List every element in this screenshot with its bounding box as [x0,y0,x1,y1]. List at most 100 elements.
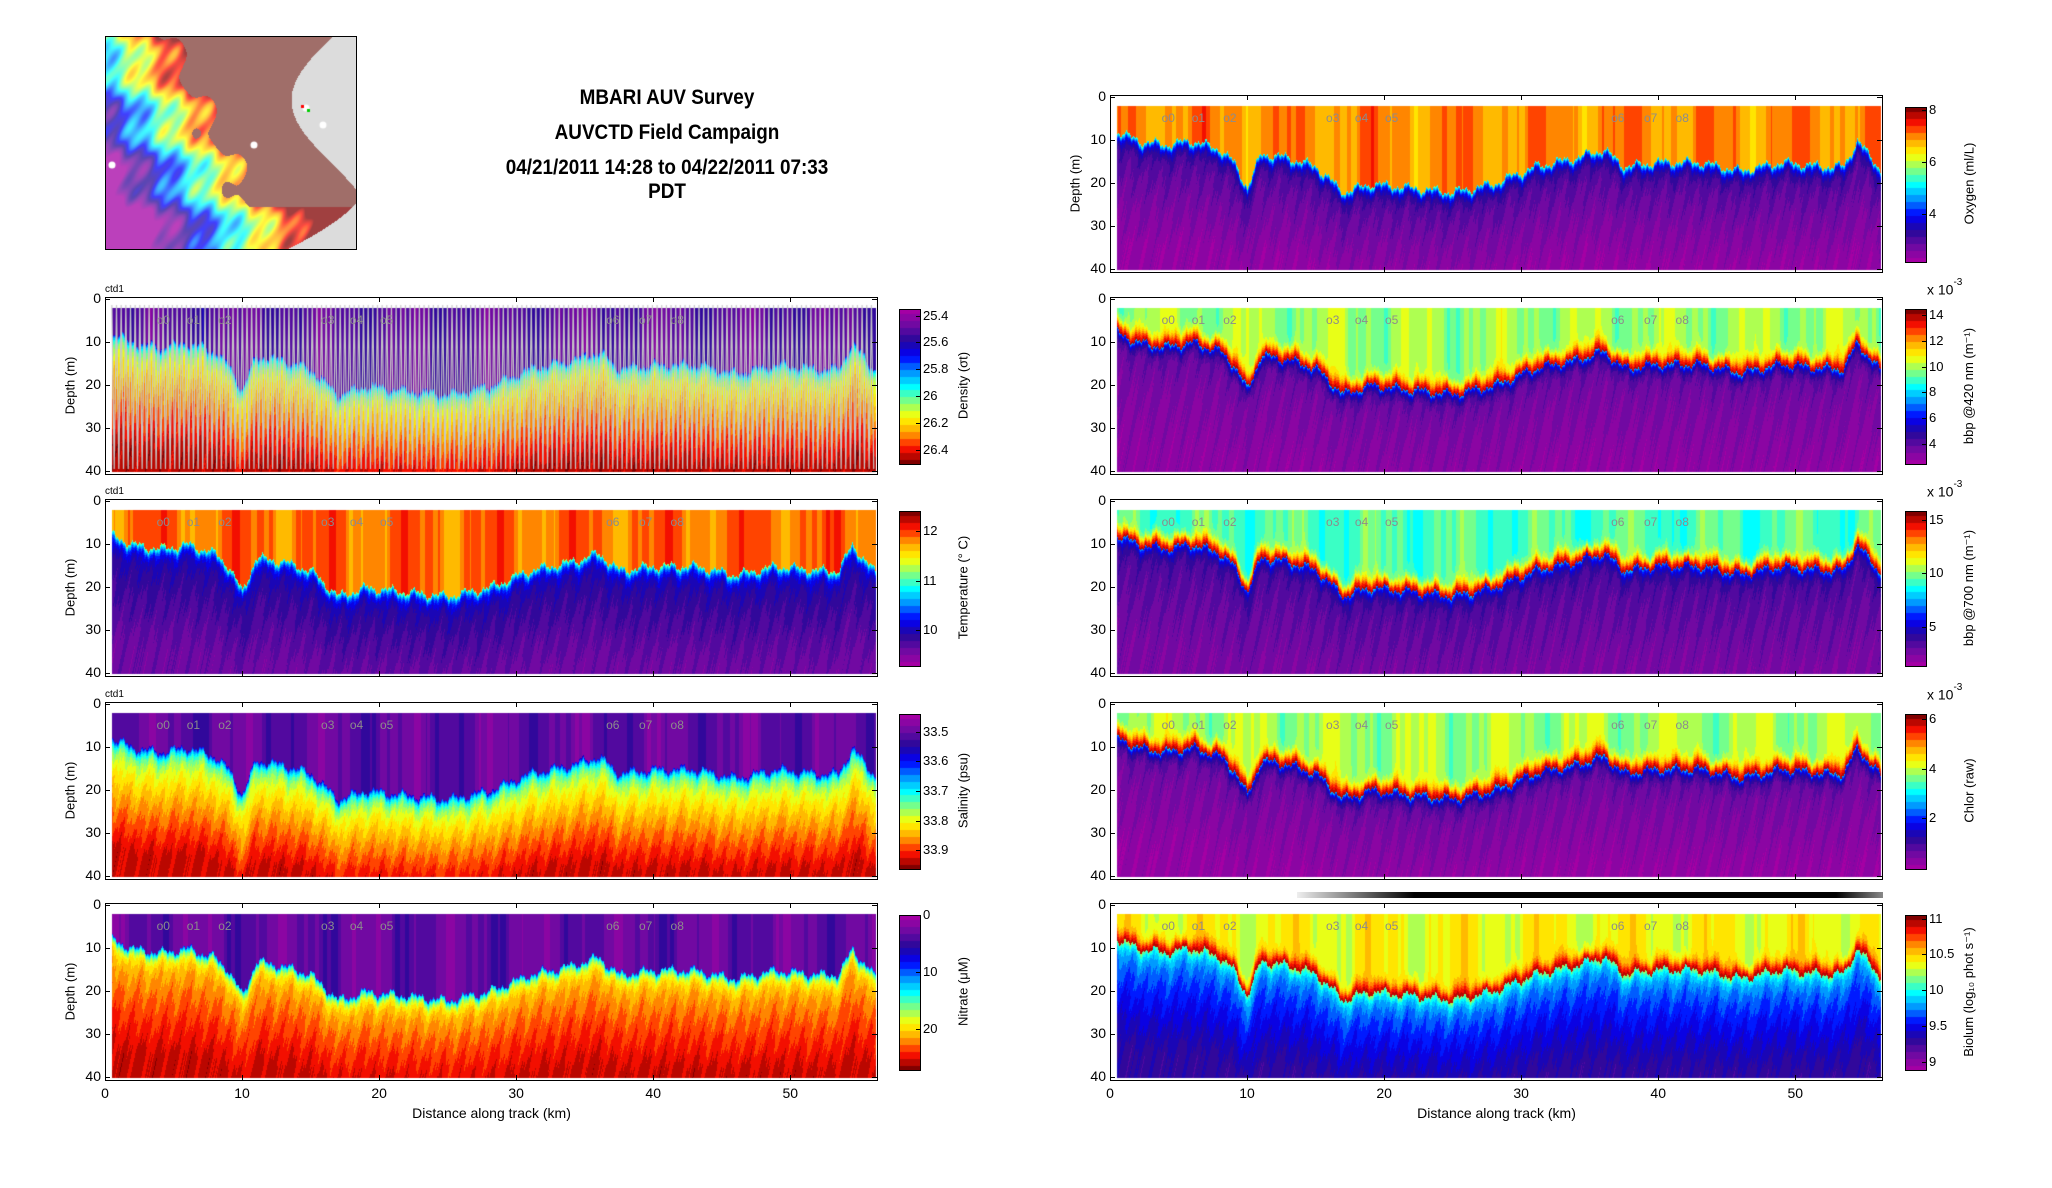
y-tick-mark [105,704,110,705]
x-tick-mark [1795,95,1797,100]
x-tick-mark [1247,874,1249,879]
nitrate-plot-frame [105,903,878,1081]
station-label: o5 [379,514,394,529]
x-tick-mark [653,874,655,879]
y-tick-mark [105,299,110,300]
y-tick-label: 40 [1090,867,1106,883]
salinity-plot-frame [105,702,878,880]
colorbar-tick-label: 5 [1929,619,1937,635]
station-label: o2 [1223,717,1237,732]
y-tick-mark [872,833,877,834]
y-tick-mark [1110,183,1115,184]
colorbar-tick-label: 2 [1929,810,1937,826]
y-tick-label: 10 [1090,738,1106,754]
station-label: o6 [1611,514,1625,529]
y-tick-mark [872,747,877,748]
x-tick-mark [1658,95,1660,100]
y-tick-label: 0 [1098,695,1106,711]
y-tick-mark [1110,226,1115,227]
station-label: o5 [379,312,394,327]
oxygen-colorbar-label: Oxygen (ml/L) [1961,142,1977,225]
y-tick-mark [872,876,877,877]
x-tick-mark [1384,874,1386,879]
biolum-plot-frame [1110,903,1883,1081]
exponent-prefix: x 10 [1927,281,1954,298]
x-tick-mark [1795,297,1797,302]
x-tick-label: 50 [782,1085,799,1101]
y-tick-mark [872,673,877,674]
y-tick-mark [1877,948,1882,949]
y-tick-label: 40 [1090,462,1106,478]
x-tick-mark [516,702,518,707]
station-label: o6 [1611,918,1625,933]
y-tick-label: 40 [85,867,101,883]
y-tick-label: 20 [85,781,101,797]
colorbar-tick-mark [1922,1061,1926,1063]
y-tick-label: 10 [85,535,101,551]
station-label: o8 [670,514,684,529]
station-label: o8 [1675,717,1689,732]
colorbar-exponent: x 10-3 [1927,277,1962,298]
y-tick-mark [1877,876,1882,877]
colorbar-tick-label: 9.5 [1929,1018,1948,1034]
y-tick-label: 40 [1090,260,1106,276]
station-label: o8 [1675,918,1689,933]
y-tick-mark [1877,299,1882,300]
colorbar-tick-mark [916,630,920,632]
x-tick-mark [1658,874,1660,879]
y-tick-label: 10 [85,939,101,955]
x-tick-label: 20 [371,1085,387,1101]
y-tick-label: 10 [85,333,101,349]
colorbar-tick-label: 33.7 [923,783,949,798]
station-label: o0 [1161,514,1175,529]
colorbar-tick-label: 4 [1929,206,1937,222]
station-label: o7 [639,514,653,529]
x-tick-mark [1795,903,1797,908]
y-tick-mark [872,1077,877,1078]
colorbar-tick-mark [916,422,920,424]
y-tick-mark [1877,97,1882,98]
station-label: o1 [1191,717,1206,732]
nitrate-colorbar [899,915,921,1071]
salinity-colorbar [899,714,921,870]
y-tick-label: 20 [85,982,101,998]
colorbar-exponent: x 10-3 [1927,682,1962,703]
chlor-colorbar [1905,714,1927,870]
exponent-prefix: x 10 [1927,686,1954,703]
y-tick-mark [1877,630,1882,631]
y-tick-mark [1110,1077,1115,1078]
colorbar-tick-label: 0 [923,907,931,922]
y-tick-mark [1110,299,1115,300]
colorbar-tick-mark [1922,990,1926,992]
chlor-colorbar-label: Chlor (raw) [1961,758,1977,823]
x-tick-mark [1110,1075,1111,1080]
exponent-prefix: x 10 [1927,483,1954,500]
y-tick-mark [872,991,877,992]
colorbar-tick-label: 20 [923,1021,938,1037]
station-label: o3 [321,918,335,933]
y-tick-mark [1110,471,1115,472]
x-tick-mark [1384,671,1386,676]
y-tick-mark [872,385,877,386]
oxygen-plot-frame [1110,95,1883,273]
y-tick-mark [1877,269,1882,270]
station-label: o2 [218,312,232,327]
y-tick-mark [1110,630,1115,631]
colorbar-tick-label: 15 [1929,511,1944,527]
x-tick-mark [105,874,106,879]
station-label: o2 [218,717,232,732]
y-tick-mark [1877,140,1882,141]
colorbar-exponent: x 10-3 [1927,479,1962,500]
x-tick-mark [1110,903,1111,908]
station-label: o4 [1354,312,1369,327]
y-tick-mark [1877,905,1882,906]
y-tick-label: 0 [1098,492,1106,508]
y-tick-label: 30 [1090,1025,1106,1041]
x-tick-mark [790,469,792,474]
y-tick-mark [1110,385,1115,386]
colorbar-tick-mark [1922,768,1926,770]
y-tick-mark [1110,1034,1115,1035]
x-tick-mark [790,903,792,908]
x-tick-mark [379,1075,381,1080]
colorbar-tick-label: 26 [923,388,938,404]
